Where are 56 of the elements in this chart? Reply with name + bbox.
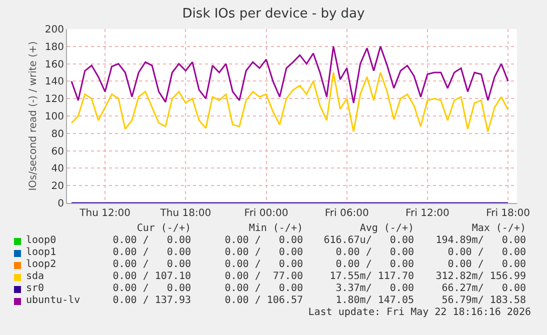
text: 0.00 / 0.00 — [448, 247, 526, 259]
y-tick-label: 120 — [44, 94, 64, 106]
text: 0.00 / 0.00 — [224, 247, 303, 259]
y-axis-title: IOs/second read (-) / write (+) — [28, 41, 39, 191]
text: 0.00 / 0.00 — [224, 259, 303, 271]
y-tick-label: 180 — [44, 42, 64, 53]
x-tick-label: Fri 12:00 — [405, 208, 450, 219]
text: 312.82m/ 156.99 — [436, 271, 526, 283]
text: 56.79m/ 183.58 — [442, 295, 526, 307]
legend-label: loop2 — [26, 259, 56, 271]
x-tick-label: Thu 18:00 — [159, 208, 212, 219]
text: 0.00 / 0.00 — [112, 235, 191, 247]
text: 616.67u/ 0.00 — [324, 235, 414, 247]
legend-label: ubuntu-lv — [26, 295, 80, 307]
text: 0.00 / 107.10 — [112, 271, 191, 283]
y-tick-label: 80 — [51, 128, 64, 140]
text: 17.55m/ 117.70 — [330, 271, 414, 283]
legend-label: loop0 — [26, 235, 56, 247]
text: 0.00 / 0.00 — [112, 283, 191, 295]
x-tick-label: Fri 00:00 — [244, 208, 288, 219]
line-series — [70, 72, 509, 132]
x-tick-label: Fri 18:00 — [486, 208, 530, 219]
y-tick-label: 160 — [44, 59, 64, 70]
x-tick-label: Fri 06:00 — [324, 208, 369, 219]
text: 0.00 / 0.00 — [112, 259, 191, 271]
text: Cur (-/+) — [136, 223, 191, 235]
y-tick-label: 40 — [51, 164, 64, 175]
text: Min (-/+) — [248, 223, 303, 235]
text: 0.00 / 0.00 — [448, 259, 526, 271]
y-tick-label: 60 — [51, 146, 64, 158]
text: 0.00 / 0.00 — [112, 247, 191, 259]
text: 0.00 / 0.00 — [336, 247, 414, 259]
legend-label: sda — [26, 271, 44, 283]
line-series — [70, 46, 509, 104]
y-tick-label: 0 — [58, 198, 64, 210]
text: 194.89m/ 0.00 — [436, 235, 526, 247]
text: 3.37m/ 0.00 — [336, 283, 414, 295]
legend-label: loop1 — [26, 247, 56, 259]
text: Max (-/+) — [472, 223, 526, 235]
y-tick-label: 200 — [44, 24, 64, 36]
text: 0.00 / 106.57 — [224, 295, 303, 307]
text: Avg (-/+) — [360, 223, 414, 235]
text: 0.00 / 0.00 — [224, 283, 303, 295]
text: 0.00 / 0.00 — [224, 235, 303, 247]
text: 1.80m/ 147.05 — [336, 295, 414, 307]
y-tick-label: 140 — [44, 76, 64, 88]
text: 0.00 / 0.00 — [336, 259, 414, 271]
legend-label: sr0 — [26, 283, 44, 295]
y-tick-label: 20 — [51, 181, 64, 192]
x-tick-label: Thu 12:00 — [78, 208, 130, 219]
text: 0.00 / 77.00 — [224, 271, 303, 283]
text: 66.27m/ 0.00 — [442, 283, 526, 295]
y-tick-label: 100 — [44, 112, 64, 122]
chart-title: Disk IOs per device - by day — [182, 6, 366, 22]
text: 0.00 / 137.93 — [112, 295, 191, 307]
text: Last update: Fri May 22 18:16:16 2026 — [308, 307, 531, 319]
